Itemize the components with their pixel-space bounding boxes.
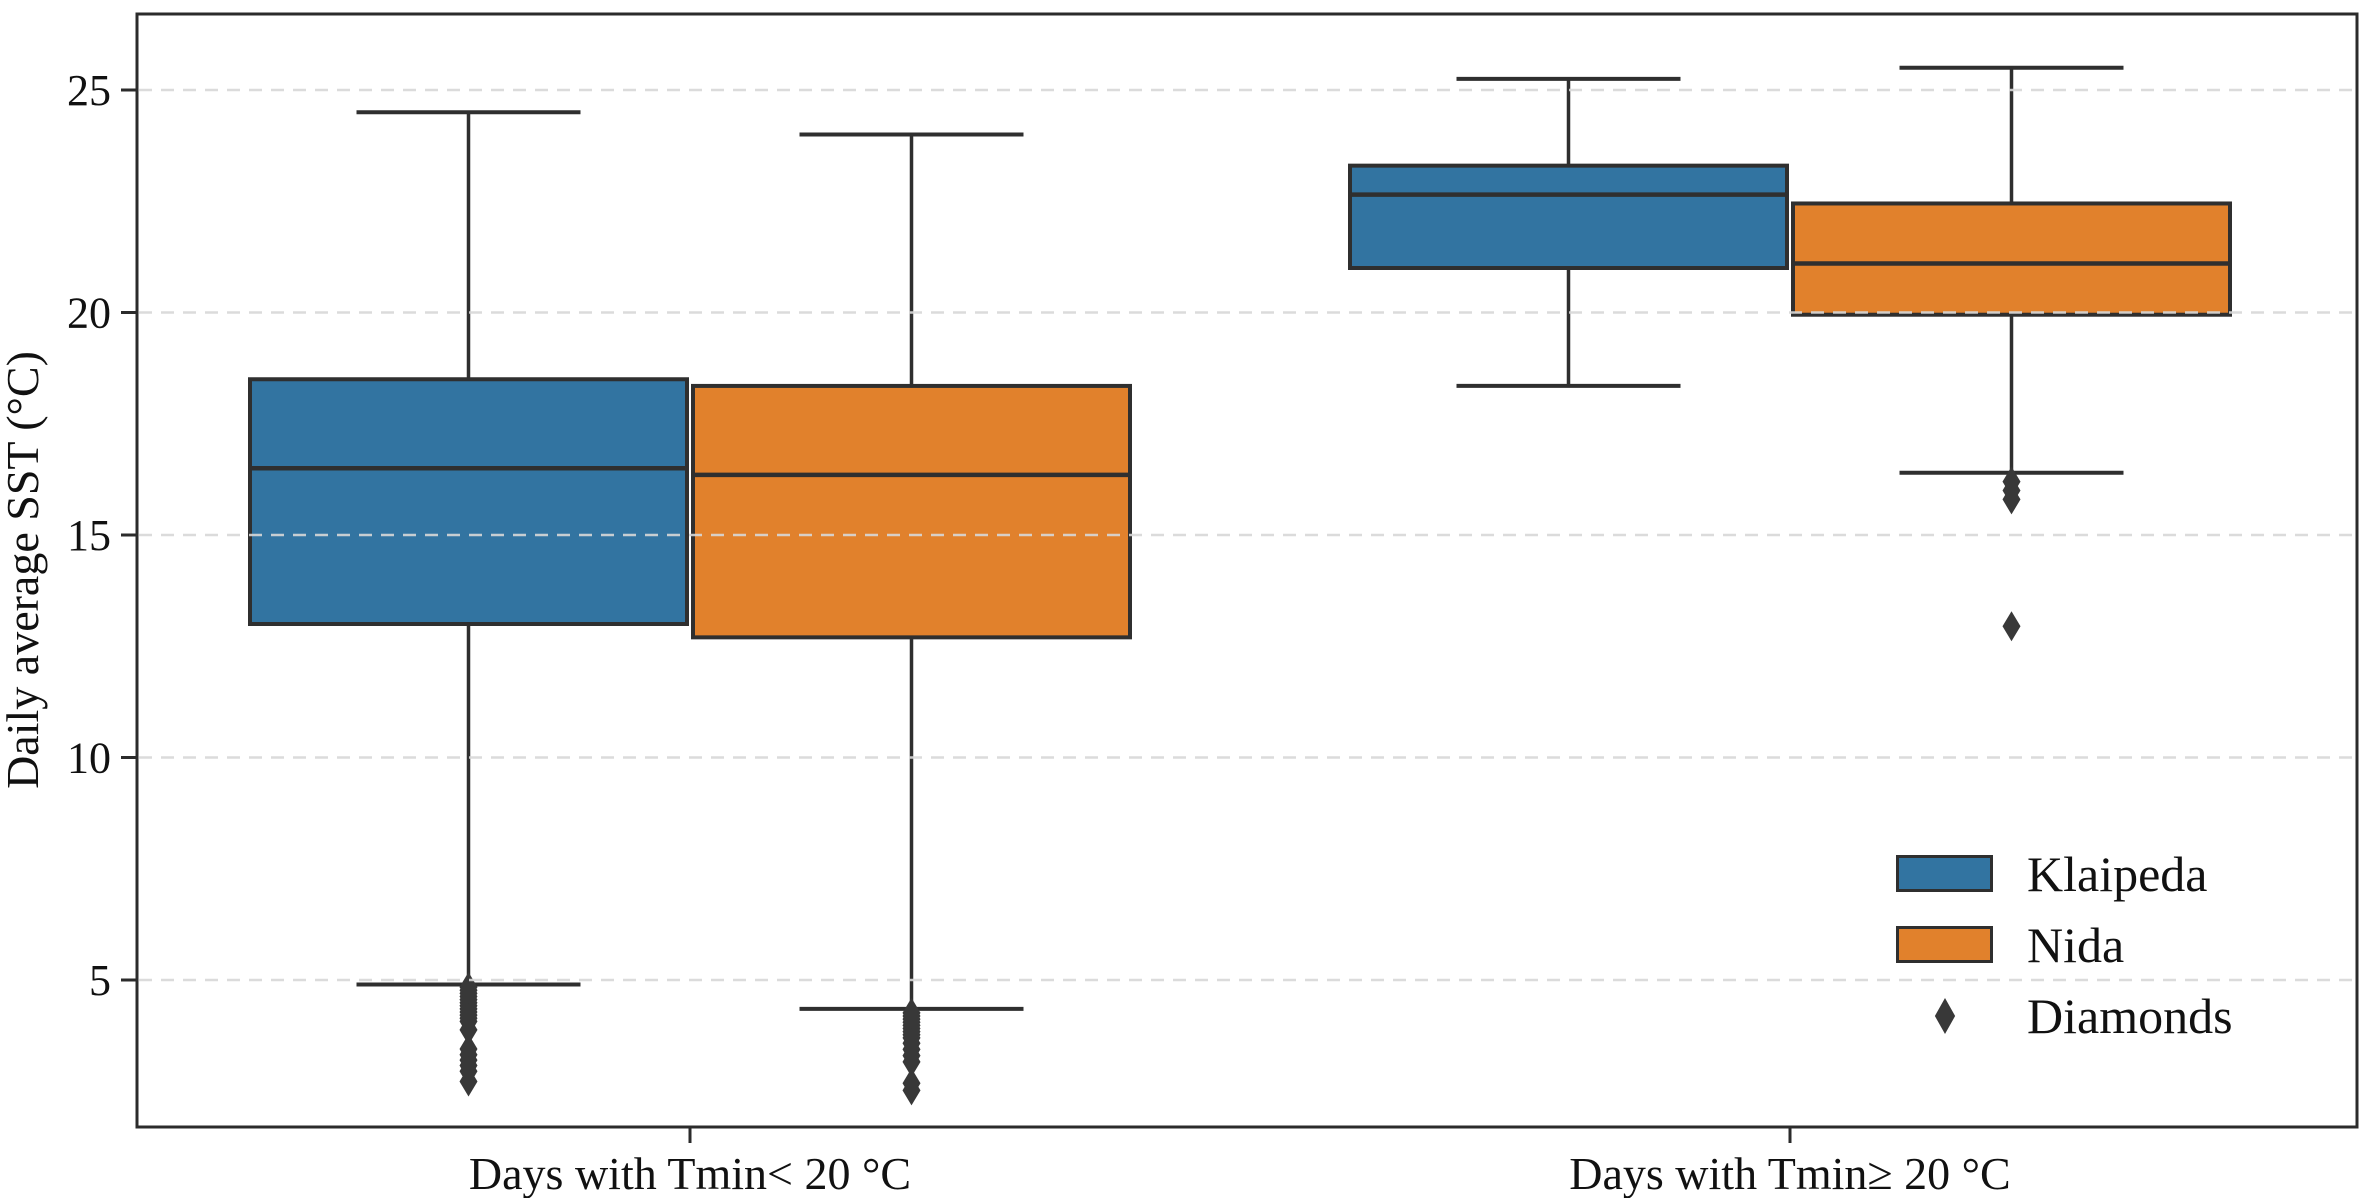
box-nida-cat1-outlier-diamond: [2002, 611, 2021, 642]
y-tick-label-25: 25: [67, 66, 111, 115]
legend-item-klaipeda: Klaipeda: [1896, 838, 2233, 909]
x-tick-label-1: Days with Tmin≥ 20 °C: [1569, 1148, 2010, 1198]
box-nida-cat0-outlier-diamond: [902, 1075, 921, 1106]
legend: Klaipeda Nida Diamonds: [1896, 838, 2233, 1051]
legend-label-diamonds: Diamonds: [2027, 987, 2233, 1044]
box-nida-cat0: [691, 383, 1132, 640]
box-nida-cat1: [1791, 201, 2232, 317]
legend-swatch-nida: [1896, 926, 1993, 963]
legend-swatch-klaipeda: [1896, 855, 1993, 892]
legend-label-klaipeda: Klaipeda: [2027, 845, 2208, 902]
legend-item-nida: Nida: [1896, 909, 2233, 980]
legend-label-nida: Nida: [2027, 916, 2125, 973]
legend-diamond-marker-icon: [1896, 997, 1993, 1034]
box-nida-cat1-outlier-diamond: [2002, 484, 2021, 515]
box-klaipeda-cat0-outlier-diamond: [459, 1066, 478, 1097]
box-klaipeda-cat0: [248, 377, 689, 626]
plot-border: [135, 12, 2359, 1129]
legend-item-diamonds: Diamonds: [1896, 980, 2233, 1051]
y-axis-title: Daily average SST (°C): [0, 351, 48, 789]
box-nida-cat0-outlier-diamond: [902, 1046, 921, 1077]
box-klaipeda-cat0-outlier-diamond: [459, 1014, 478, 1045]
y-tick-label-5: 5: [89, 956, 111, 1005]
y-tick-label-20: 20: [67, 289, 111, 338]
x-tick-label-0: Days with Tmin< 20 °C: [469, 1148, 911, 1198]
y-tick-label-10: 10: [67, 734, 111, 783]
y-tick-label-15: 15: [67, 511, 111, 560]
box-klaipeda-cat1: [1348, 163, 1789, 270]
